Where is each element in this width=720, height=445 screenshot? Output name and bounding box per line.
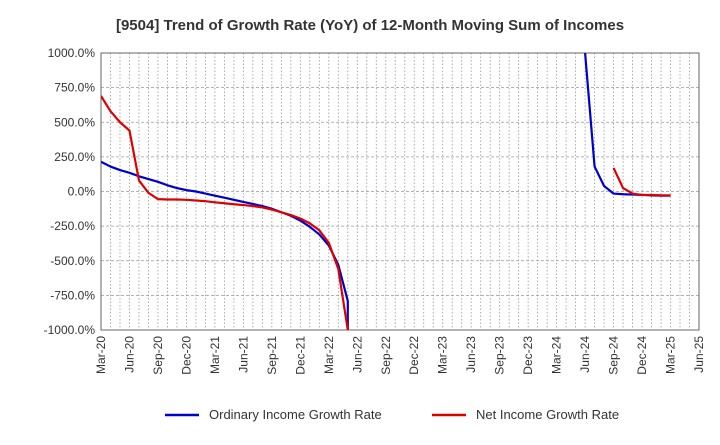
- y-tick-label: 250.0%: [54, 150, 95, 164]
- net-income-line-segment-2: [612, 167, 671, 197]
- x-tick-label: Mar-25: [664, 336, 678, 374]
- legend-item-net-income-label: Net Income Growth Rate: [476, 407, 619, 422]
- chart-title: [9504] Trend of Growth Rate (YoY) of 12-…: [116, 17, 624, 34]
- x-tick-label: Dec-22: [407, 336, 421, 375]
- x-tick-label: Mar-23: [436, 336, 450, 374]
- x-tick-label: Jun-22: [350, 336, 364, 373]
- x-tick-label: Sep-24: [607, 336, 621, 375]
- series-layer: [101, 53, 671, 330]
- x-tick-label: Mar-21: [208, 336, 222, 374]
- x-tick-label: Jun-24: [578, 336, 592, 373]
- y-tick-label: 1000.0%: [48, 46, 96, 60]
- y-tick-label: -250.0%: [50, 219, 95, 233]
- y-tick-label: -750.0%: [50, 288, 95, 302]
- x-tick-label: Dec-23: [521, 336, 535, 375]
- y-tick-label: -1000.0%: [44, 323, 96, 337]
- net-income-line-segment-1: [101, 95, 349, 330]
- x-tick-label: Mar-24: [550, 336, 564, 374]
- x-tick-label: Mar-22: [322, 336, 336, 374]
- x-tick-label: Sep-22: [379, 336, 393, 375]
- y-tick-label: 750.0%: [54, 81, 95, 95]
- y-tick-label: -500.0%: [50, 254, 95, 268]
- x-tick-label: Mar-20: [94, 336, 108, 374]
- x-tick-label: Sep-20: [151, 336, 165, 375]
- x-tick-label: Jun-25: [692, 336, 706, 373]
- x-tick-label: Dec-20: [179, 336, 193, 375]
- x-tick-label: Dec-21: [293, 336, 307, 375]
- ordinary-income-line-segment-1: [101, 160, 349, 330]
- y-tick-label: 500.0%: [54, 115, 95, 129]
- y-tick-label: 0.0%: [68, 185, 96, 199]
- x-tick-label: Dec-24: [635, 336, 649, 375]
- x-tick-label: Jun-20: [122, 336, 136, 373]
- plot-frame: [100, 52, 700, 331]
- x-tick-label: Sep-21: [265, 336, 279, 375]
- x-tick-label: Jun-23: [464, 336, 478, 373]
- legend: Ordinary Income Growth Rate Net Income Gr…: [165, 407, 619, 422]
- x-tick-label: Sep-23: [493, 336, 507, 375]
- legend-item-ordinary-income-label: Ordinary Income Growth Rate: [209, 407, 382, 422]
- axis-layer: 1000.0% 750.0% 500.0% 250.0% 0.0% -250.0% -500…: [44, 46, 706, 375]
- x-tick-label: Jun-21: [236, 336, 250, 373]
